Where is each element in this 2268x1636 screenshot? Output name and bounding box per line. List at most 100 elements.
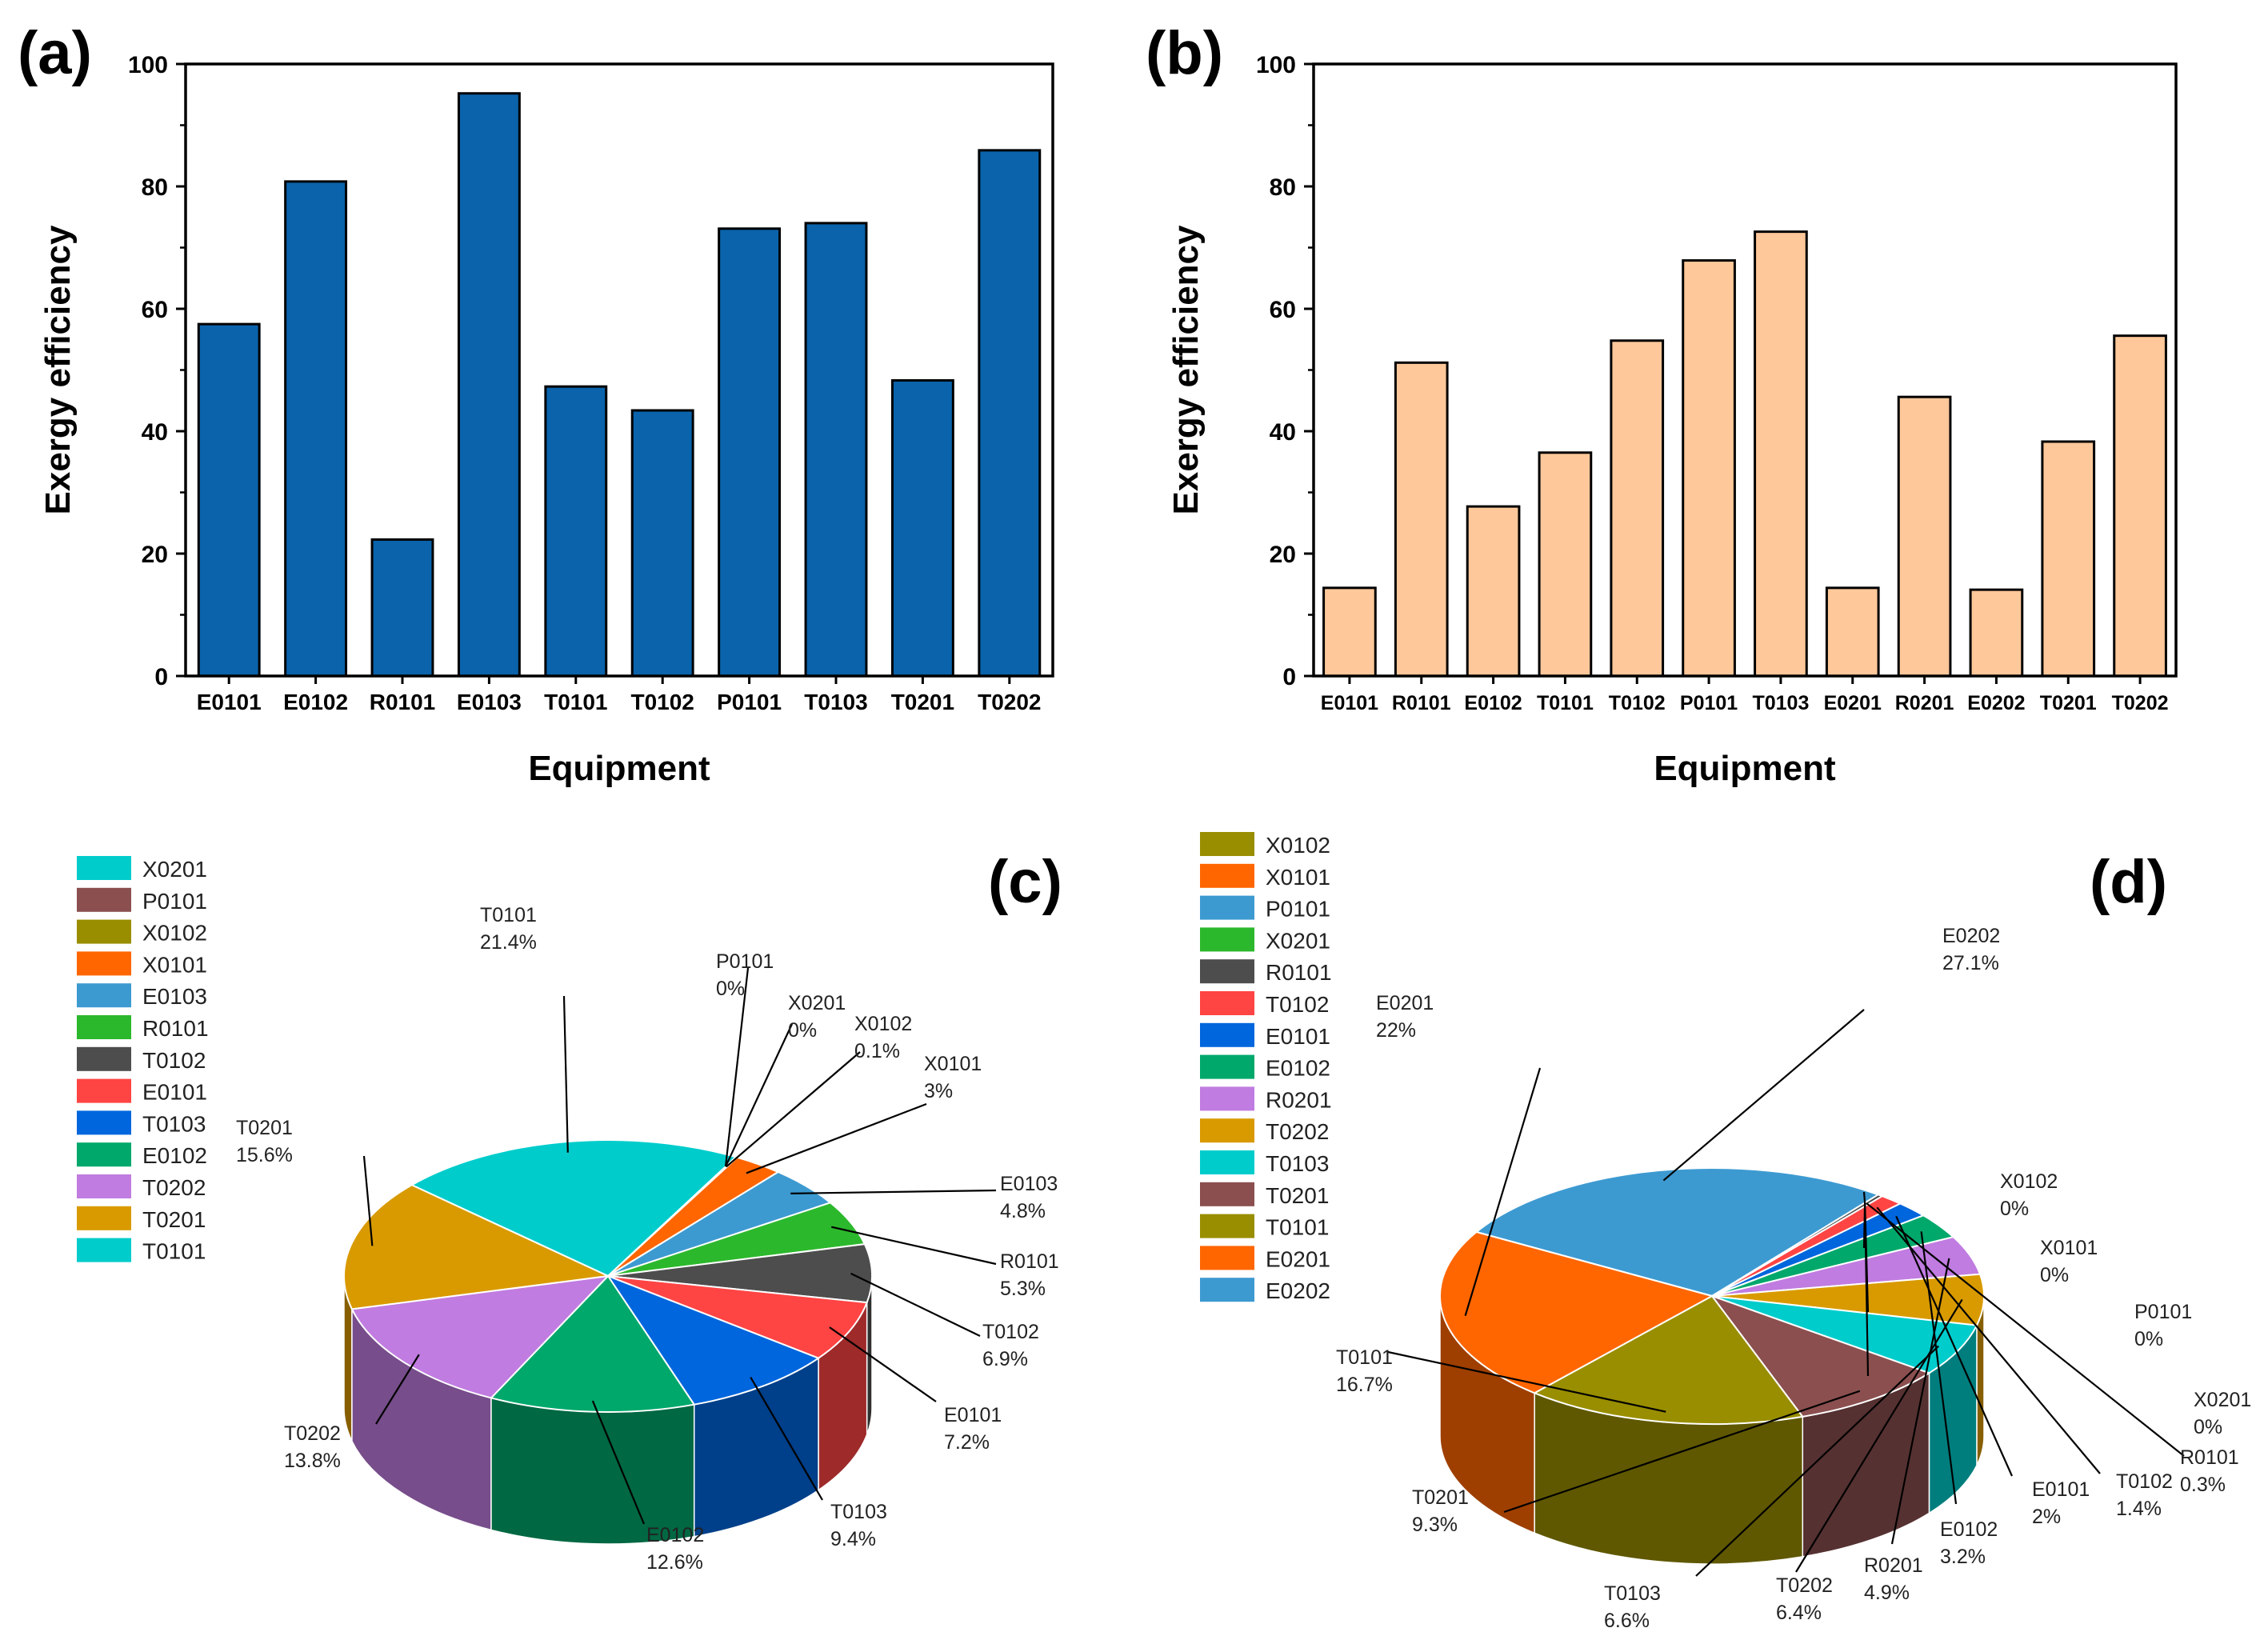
slice-label: P0101: [716, 950, 774, 973]
slice-percent: 12.6%: [646, 1551, 703, 1574]
legend-swatch: [1200, 1150, 1254, 1174]
legend-swatch: [1200, 863, 1254, 888]
legend-swatch: [77, 856, 131, 880]
slice-E0102: [490, 1274, 696, 1413]
x-tick-label: T0101: [544, 690, 607, 714]
legend-label: X0201: [142, 857, 207, 882]
legend-swatch: [77, 1174, 131, 1198]
slice-label: T0202: [1776, 1574, 1833, 1597]
leader-line: [1920, 1231, 1958, 1505]
legend-label: E0103: [142, 984, 207, 1009]
x-tick-label: E0202: [1967, 692, 2025, 714]
y-axis-title: Exergy efficiency: [38, 225, 78, 514]
slice-percent: 0%: [2000, 1198, 2029, 1220]
legend-label: R0101: [142, 1016, 209, 1041]
x-tick-label: T0103: [1752, 692, 1809, 714]
slice-label: R0201: [1864, 1554, 1923, 1577]
x-tick-label: P0101: [717, 690, 782, 714]
slice-percent: 4.9%: [1864, 1582, 1910, 1604]
bar-T0202: [978, 149, 1042, 678]
legend-label: T0103: [1266, 1151, 1329, 1176]
leader-line: [1662, 1009, 1865, 1182]
slice-label: E0103: [1000, 1173, 1058, 1195]
x-tick-label: T0201: [891, 690, 954, 714]
leader-line: [1862, 1191, 1866, 1203]
leader-line: [746, 1102, 927, 1174]
legend-swatch: [77, 1015, 131, 1039]
bar-T0102: [630, 409, 694, 678]
bar-T0103: [804, 222, 868, 678]
legend-label: R0101: [1266, 960, 1332, 985]
slice-percent: 0%: [2194, 1416, 2222, 1438]
legend-swatch: [1200, 832, 1254, 856]
legend-swatch: [77, 1238, 131, 1262]
slice-label: R0101: [1000, 1250, 1059, 1273]
slice-percent: 27.1%: [1942, 952, 1999, 974]
y-tick-label: 20: [1270, 542, 1296, 568]
panel-label: (d): [2090, 848, 2167, 916]
slice-percent: 4.8%: [1000, 1200, 1046, 1222]
x-tick-label: T0201: [2040, 692, 2097, 714]
slice-label: R0101: [2180, 1446, 2239, 1469]
slice-percent: 9.4%: [830, 1528, 876, 1550]
slice-percent: 6.4%: [1776, 1602, 1822, 1624]
slice-label: X0201: [2194, 1389, 2251, 1411]
bar-chart-b: E0101 R0101 E0102 T0101 T0102 P0101 T0103 E0201…: [1146, 19, 2178, 788]
bar-T0102: [1610, 339, 1665, 678]
y-tick-label: 60: [142, 297, 168, 323]
y-axis-title: Exergy efficiency: [1166, 225, 1206, 514]
x-axis-title: Equipment: [1654, 749, 1836, 788]
slice-percent: 1.4%: [2116, 1498, 2162, 1520]
slice-label: E0101: [944, 1404, 1002, 1426]
legend-swatch: [1200, 1054, 1254, 1079]
legend-label: E0101: [142, 1080, 207, 1105]
y-tick-label: 100: [1256, 52, 1296, 78]
x-tick-label: R0101: [1392, 692, 1451, 714]
legend-label: X0201: [1266, 928, 1330, 953]
legend-label: T0201: [142, 1207, 206, 1232]
slice-percent: 15.6%: [236, 1144, 293, 1166]
slice-percent: 0%: [788, 1019, 817, 1042]
leader-line: [724, 967, 750, 1167]
bar-chart-a: E0101 E0102 R0101 E0103 T0101 T0102 P0101 T0103…: [18, 19, 1054, 788]
bar-T0103: [1754, 230, 1808, 678]
bar-E0102: [1466, 505, 1521, 678]
slice-T0102: [607, 1243, 873, 1304]
slice-label: T0101: [480, 904, 537, 926]
x-tick-label: E0101: [1321, 692, 1378, 714]
legend-swatch: [77, 1110, 131, 1135]
legend-label: T0102: [142, 1048, 206, 1073]
legend-label: P0101: [142, 889, 207, 914]
leader-line: [591, 1400, 646, 1525]
slice-label: E0102: [646, 1524, 704, 1546]
slice-percent: 21.4%: [480, 931, 537, 954]
legend-label: T0101: [142, 1239, 206, 1264]
panel-label: (c): [988, 848, 1062, 916]
legend-swatch: [77, 983, 131, 1008]
slice-label: T0102: [2116, 1470, 2173, 1493]
slice-label: T0202: [284, 1422, 341, 1445]
bar-R0101: [370, 538, 434, 678]
leader-line: [829, 1326, 937, 1402]
x-tick-label: T0102: [1609, 692, 1666, 714]
slice-label: E0202: [1942, 925, 2000, 947]
legend-swatch: [1200, 1246, 1254, 1270]
bar-E0101: [197, 322, 261, 678]
bar-T0101: [544, 385, 608, 678]
slice-T0101: [410, 1139, 738, 1278]
legend-swatch: [1200, 991, 1254, 1015]
slice-percent: 5.3%: [1000, 1278, 1046, 1300]
leader-line: [362, 1155, 374, 1246]
y-tick-label: 0: [1282, 664, 1296, 690]
leader-line: [1695, 1345, 1939, 1577]
leader-line: [725, 1023, 793, 1167]
legend-swatch: [1200, 1278, 1254, 1302]
legend-label: E0102: [142, 1143, 207, 1168]
slice-side-E0102: [490, 1397, 695, 1545]
legend-label: E0202: [1266, 1278, 1330, 1303]
bar-R0101: [1394, 361, 1449, 678]
legend-label: T0103: [142, 1111, 206, 1136]
y-tick-label: 80: [142, 174, 168, 201]
slice-T0202: [350, 1274, 610, 1399]
